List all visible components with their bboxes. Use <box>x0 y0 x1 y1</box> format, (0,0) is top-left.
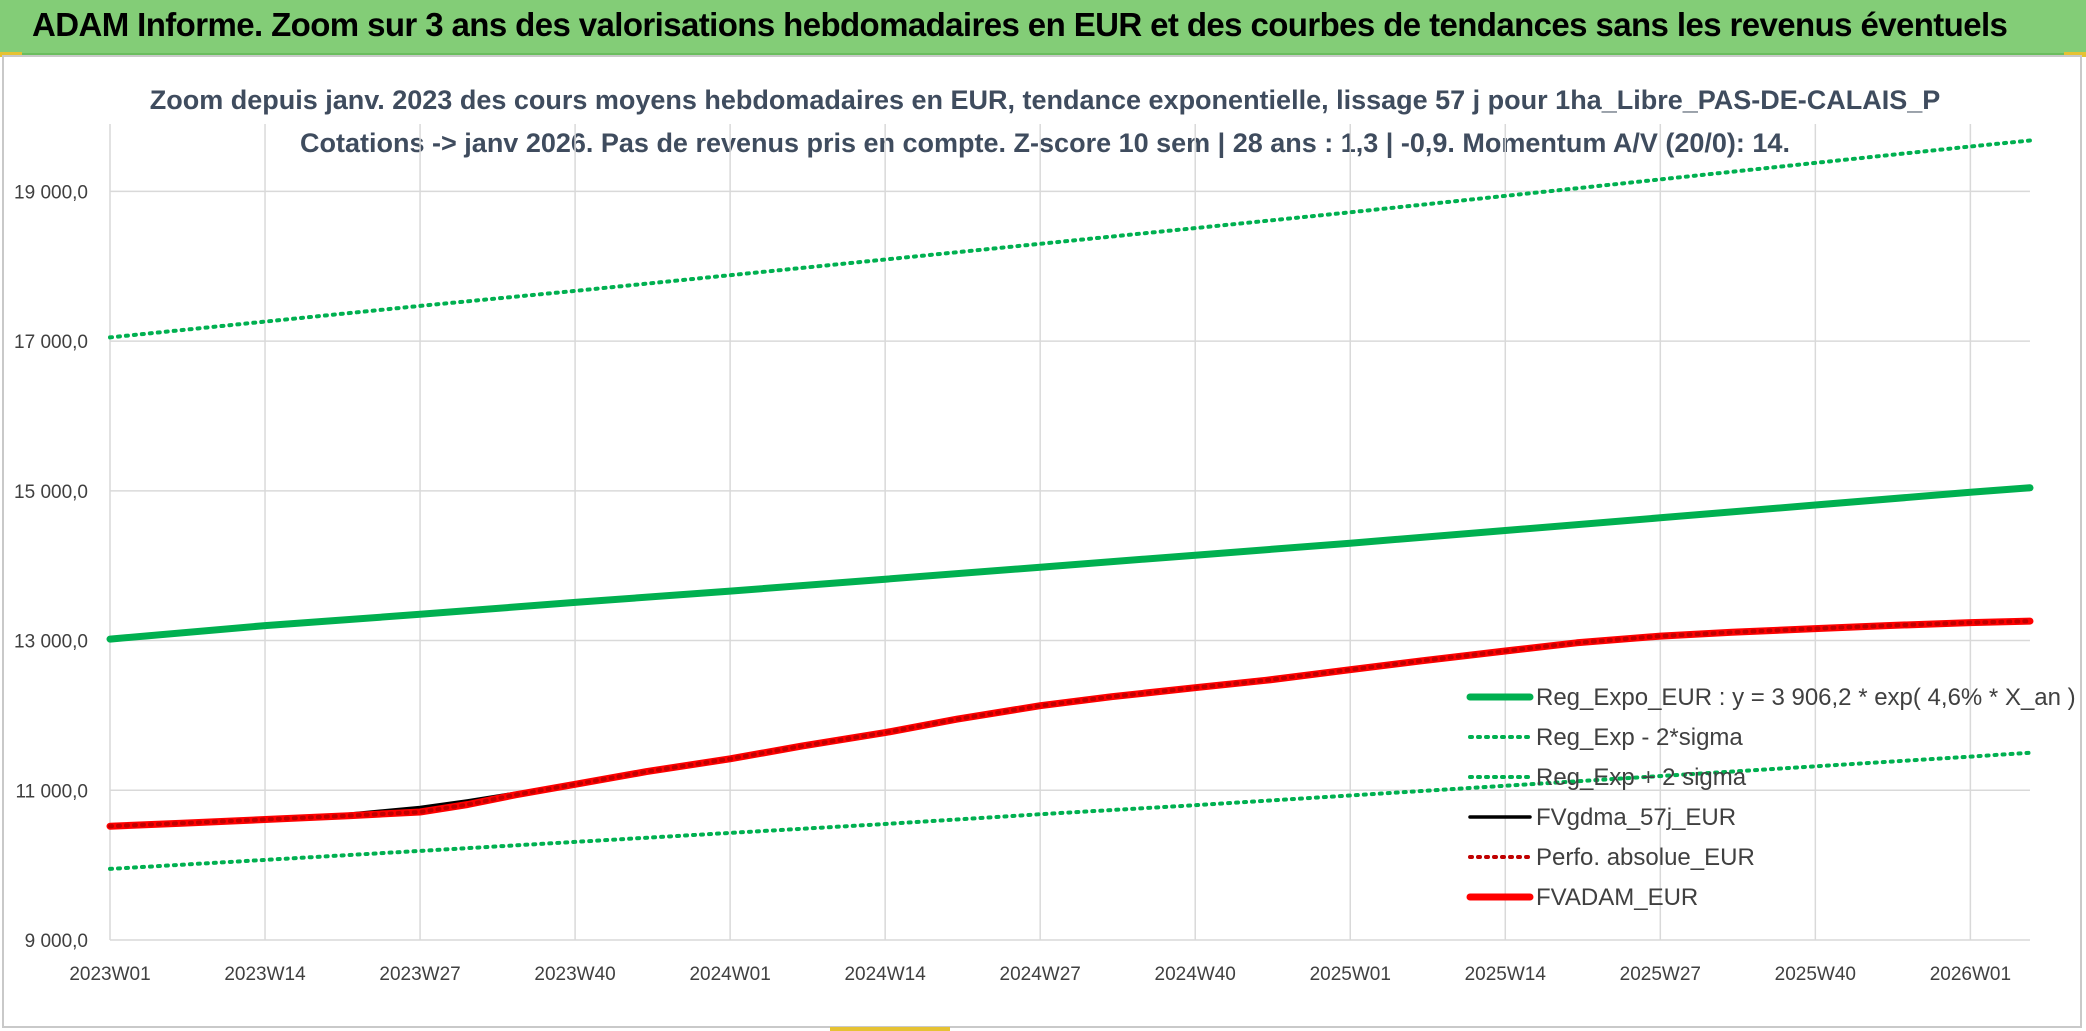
series-line-0 <box>106 484 2034 643</box>
x-tick-label: 2025W40 <box>1775 964 1856 985</box>
x-tick-label: 2024W14 <box>844 964 926 985</box>
x-tick-label: 2025W01 <box>1310 964 1391 985</box>
series-line-4 <box>108 619 2032 829</box>
chart-frame <box>2 55 2082 1028</box>
report-title: ADAM Informe. Zoom sur 3 ans des valoris… <box>32 6 2008 43</box>
x-tick-label: 2025W14 <box>1465 964 1547 985</box>
legend-label-3: FVgdma_57j_EUR <box>1536 804 1736 831</box>
y-tick-label: 13 000,0 <box>14 632 88 653</box>
x-tick-label: 2024W40 <box>1155 964 1236 985</box>
chart-subtitle: Cotations -> janv 2026. Pas de revenus p… <box>300 128 1790 158</box>
report-banner: ADAM Informe. Zoom sur 3 ans des valoris… <box>0 0 2086 55</box>
series-line-1 <box>108 750 2032 871</box>
y-tick-label: 9 000,0 <box>25 931 88 952</box>
series-line-2 <box>108 138 2032 340</box>
legend-label-1: Reg_Exp - 2*sigma <box>1536 724 1743 751</box>
legend-label-4: Perfo. absolue_EUR <box>1536 844 1755 871</box>
y-tick-label: 11 000,0 <box>15 781 88 802</box>
legend-label-5: FVADAM_EUR <box>1536 884 1698 911</box>
x-axis: 2023W01 2023W14 2023W27 2023W40 2024W01 2024W… <box>69 964 2011 985</box>
chart-title: Zoom depuis janv. 2023 des cours moyens … <box>150 85 1941 115</box>
chart-series <box>106 138 2034 871</box>
x-tick-label: 2026W01 <box>1930 964 2011 985</box>
y-tick-label: 15 000,0 <box>14 482 88 503</box>
accent-bar-left <box>0 52 22 57</box>
legend-label-0: Reg_Expo_EUR : y = 3 906,2 * exp( 4,6% *… <box>1536 684 2076 711</box>
y-tick-label: 19 000,0 <box>14 182 88 203</box>
accent-bar-bottom <box>830 1027 950 1031</box>
chart-grid <box>109 124 2030 941</box>
x-tick-label: 2023W40 <box>534 964 615 985</box>
accent-bar-right <box>2064 52 2086 57</box>
y-tick-label: 17 000,0 <box>14 332 88 353</box>
x-tick-label: 2024W27 <box>1000 964 1081 985</box>
x-tick-label: 2023W14 <box>224 964 306 985</box>
x-tick-label: 2023W01 <box>69 964 150 985</box>
x-tick-label: 2023W27 <box>379 964 460 985</box>
y-axis: 9 000,0 11 000,0 13 000,0 15 000,0 17 000,0 1… <box>14 182 88 952</box>
x-tick-label: 2024W01 <box>689 964 770 985</box>
chart-legend: Reg_Expo_EUR : y = 3 906,2 * exp( 4,6% *… <box>1466 684 2076 911</box>
x-tick-label: 2025W27 <box>1620 964 1701 985</box>
legend-label-2: Reg_Exp + 2 sigma <box>1536 764 1747 791</box>
